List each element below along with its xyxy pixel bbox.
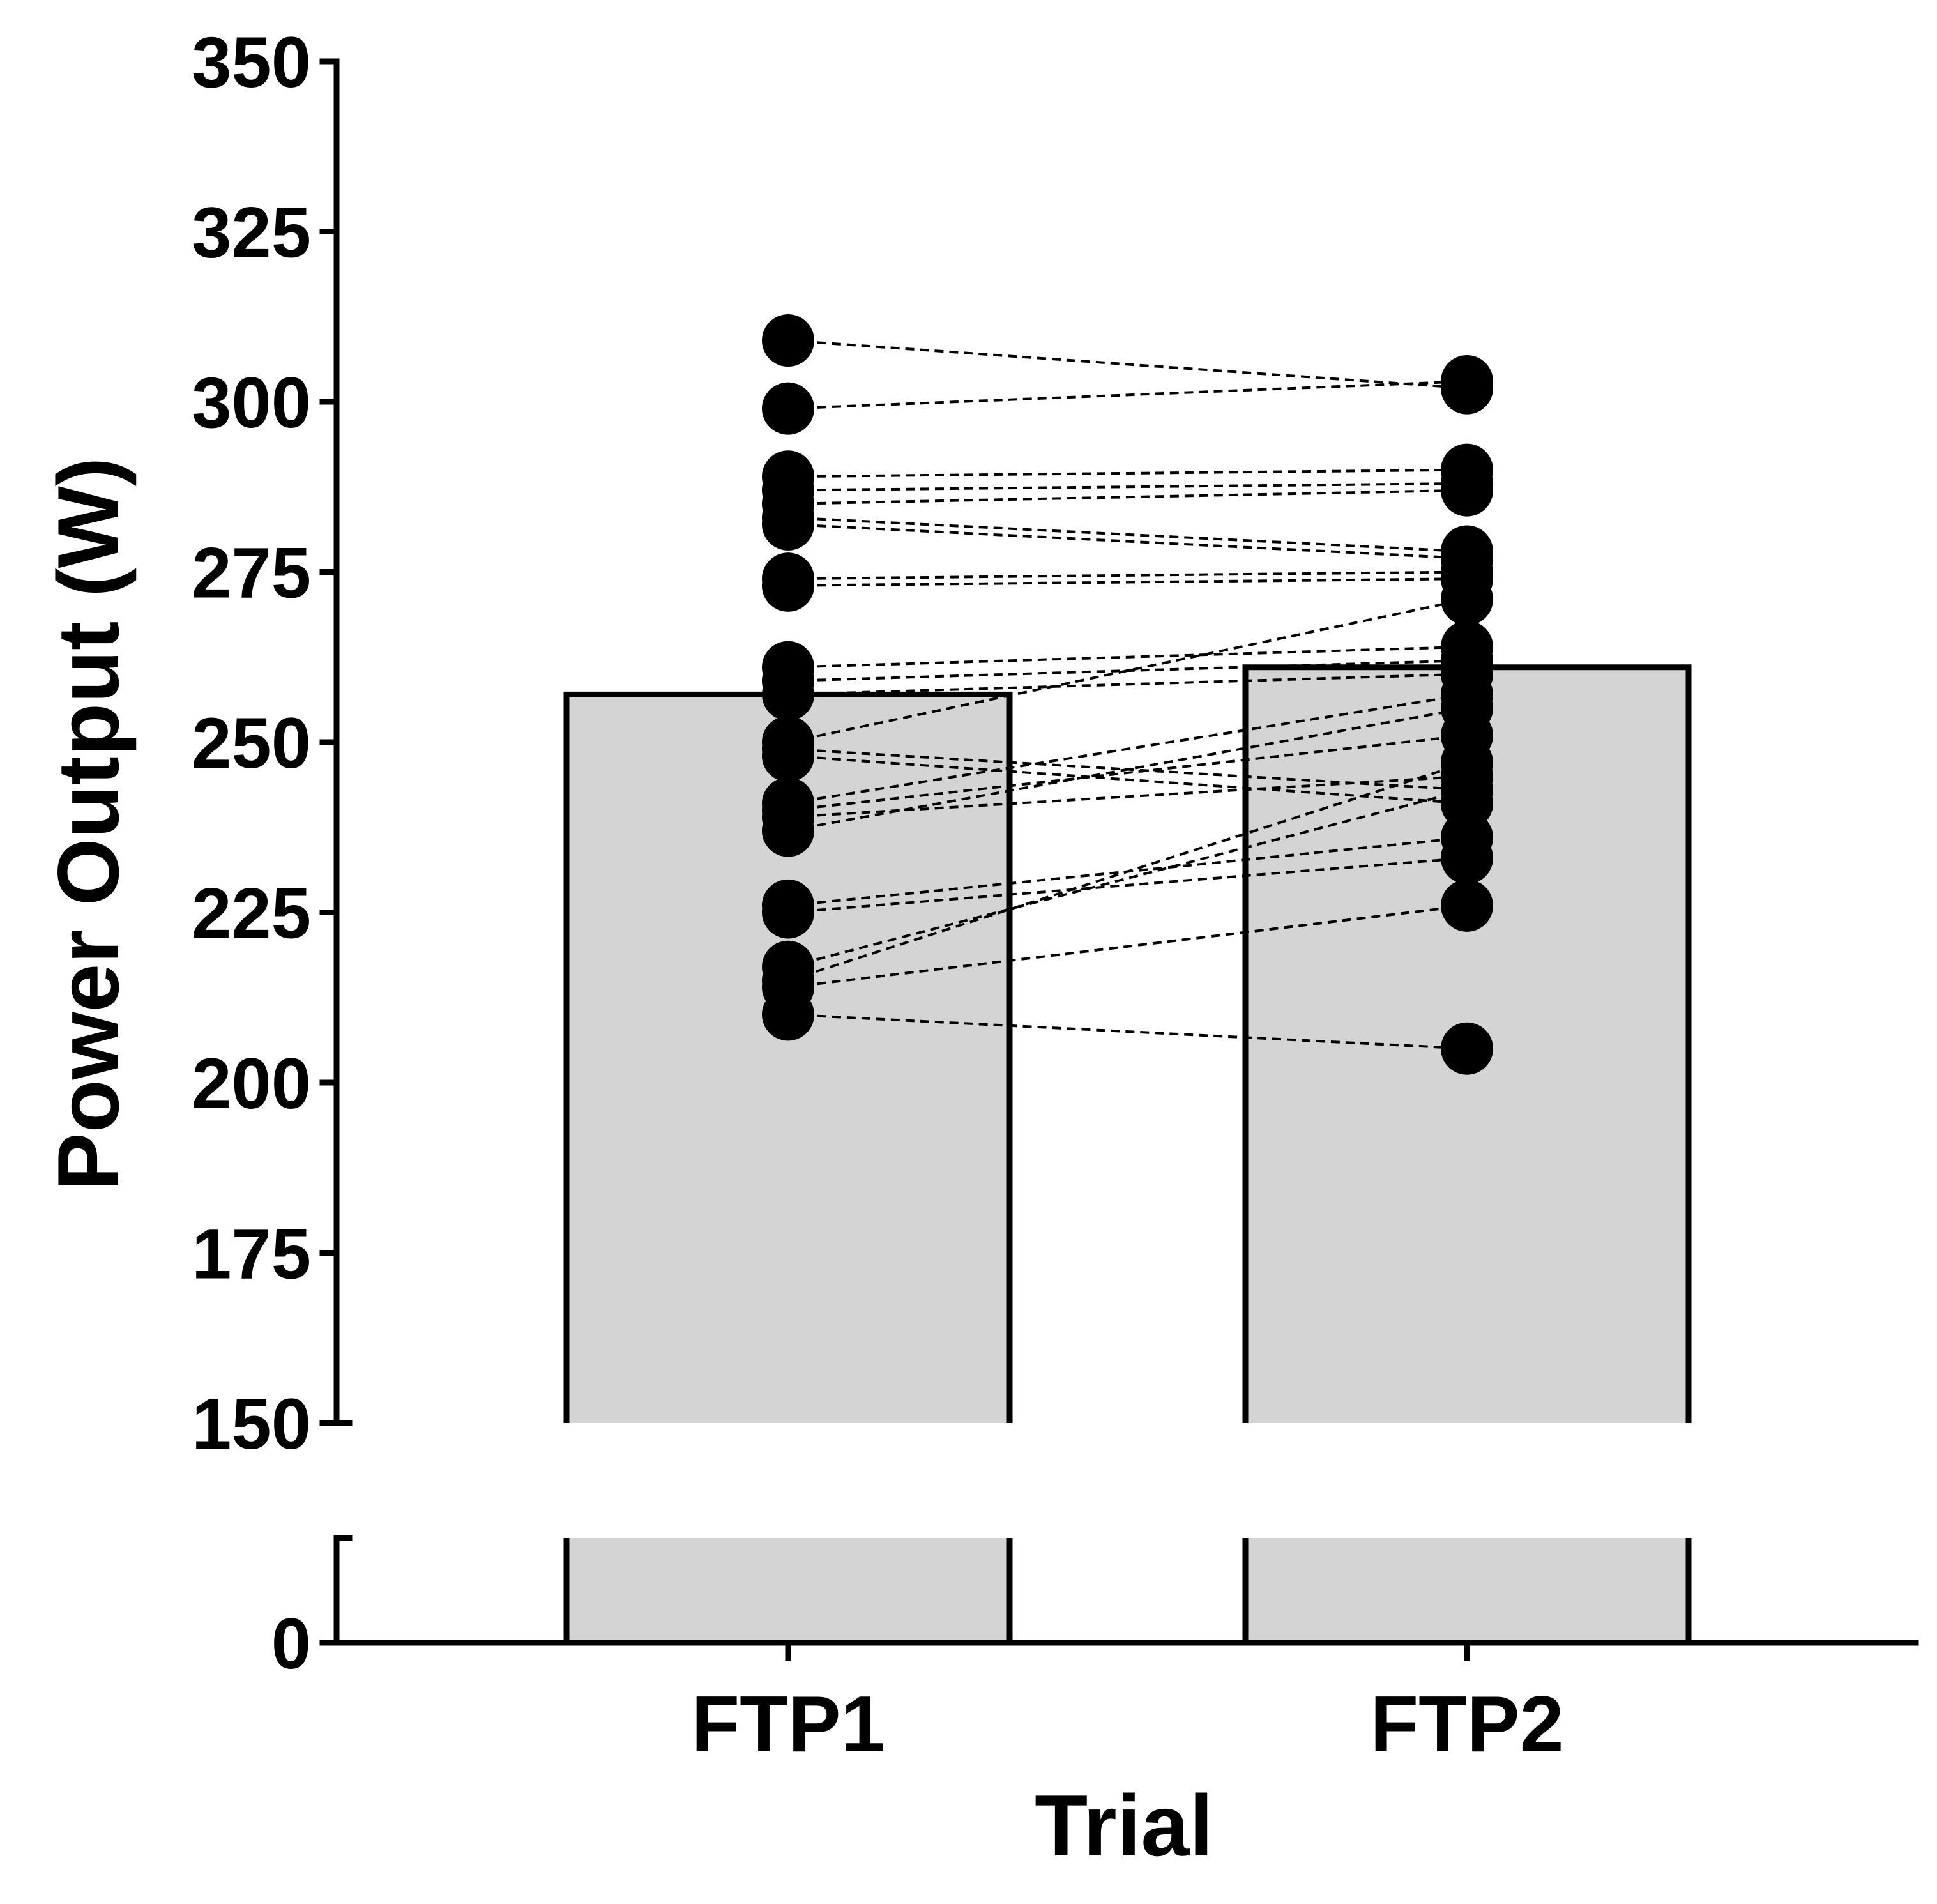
pair-line [787, 775, 1468, 819]
pair-line [787, 468, 1468, 478]
pair-line [787, 706, 1468, 832]
point-ftp1 [762, 498, 814, 551]
point-ftp1 [762, 668, 814, 721]
y-tick-label: 300 [192, 363, 311, 443]
x-category-label-ftp1: FTP1 [691, 1680, 885, 1769]
pair-line [787, 761, 1468, 982]
pair-line [787, 522, 1468, 560]
pair-line [787, 693, 1468, 805]
y-tick-label: 350 [192, 22, 311, 102]
point-ftp2 [1441, 736, 1493, 789]
pair-line [787, 734, 1468, 812]
point-ftp2 [1441, 879, 1493, 932]
y-tick-label: 200 [192, 1044, 311, 1123]
y-tick-label: 0 [271, 1604, 311, 1684]
bar-ftp2-outline-lower [1242, 1538, 1692, 1643]
bar-ftp1-lower [566, 1538, 1010, 1643]
points-layer [762, 314, 1493, 1075]
point-ftp2 [1441, 464, 1493, 517]
point-ftp2 [1441, 832, 1493, 885]
point-ftp1 [762, 804, 814, 857]
pair-line [787, 482, 1468, 492]
pair-line [787, 1013, 1468, 1050]
pair-line [787, 380, 1468, 410]
point-ftp1 [762, 314, 814, 367]
pair-line [787, 577, 1468, 587]
point-ftp2 [1441, 355, 1493, 408]
bar-ftp2-lower [1245, 1538, 1689, 1643]
y-tick-label: 225 [192, 874, 311, 954]
point-ftp1 [762, 988, 814, 1041]
bar-ftp1-outline-lower [563, 1538, 1013, 1643]
point-ftp1 [762, 382, 814, 435]
pair-line [787, 489, 1468, 505]
point-ftp1 [762, 729, 814, 782]
pair-line [787, 904, 1468, 989]
paired-lines-layer [787, 339, 1468, 1050]
y-tick-label: 175 [192, 1214, 311, 1294]
x-category-label-ftp2: FTP2 [1370, 1680, 1563, 1769]
point-ftp2 [1441, 1022, 1493, 1075]
y-axis-title: Power Output (W) [40, 457, 137, 1191]
y-tick-label: 275 [192, 533, 311, 613]
bars-layer [563, 664, 1692, 1643]
pair-line [787, 754, 1468, 805]
pair-line [787, 645, 1468, 669]
pair-line [787, 598, 1468, 743]
pair-line [787, 659, 1468, 683]
pair-line [787, 673, 1468, 696]
pair-line [787, 516, 1468, 553]
point-ftp2 [1441, 682, 1493, 735]
y-ticks-layer: 0 150 175 200 225 250 275 300 325 350 [192, 22, 340, 1684]
pair-line [787, 857, 1468, 914]
y-tick-label: 325 [192, 193, 311, 273]
pair-line [787, 339, 1468, 390]
x-categories-layer: FTP1 FTP2 [691, 1640, 1564, 1769]
point-ftp1 [762, 559, 814, 612]
y-tick-label: 250 [192, 703, 311, 783]
point-ftp2 [1441, 573, 1493, 626]
point-ftp1 [762, 886, 814, 939]
y-tick-label: 150 [192, 1384, 311, 1464]
pair-line [787, 570, 1468, 581]
x-axis-title: Trial [1035, 1777, 1213, 1874]
